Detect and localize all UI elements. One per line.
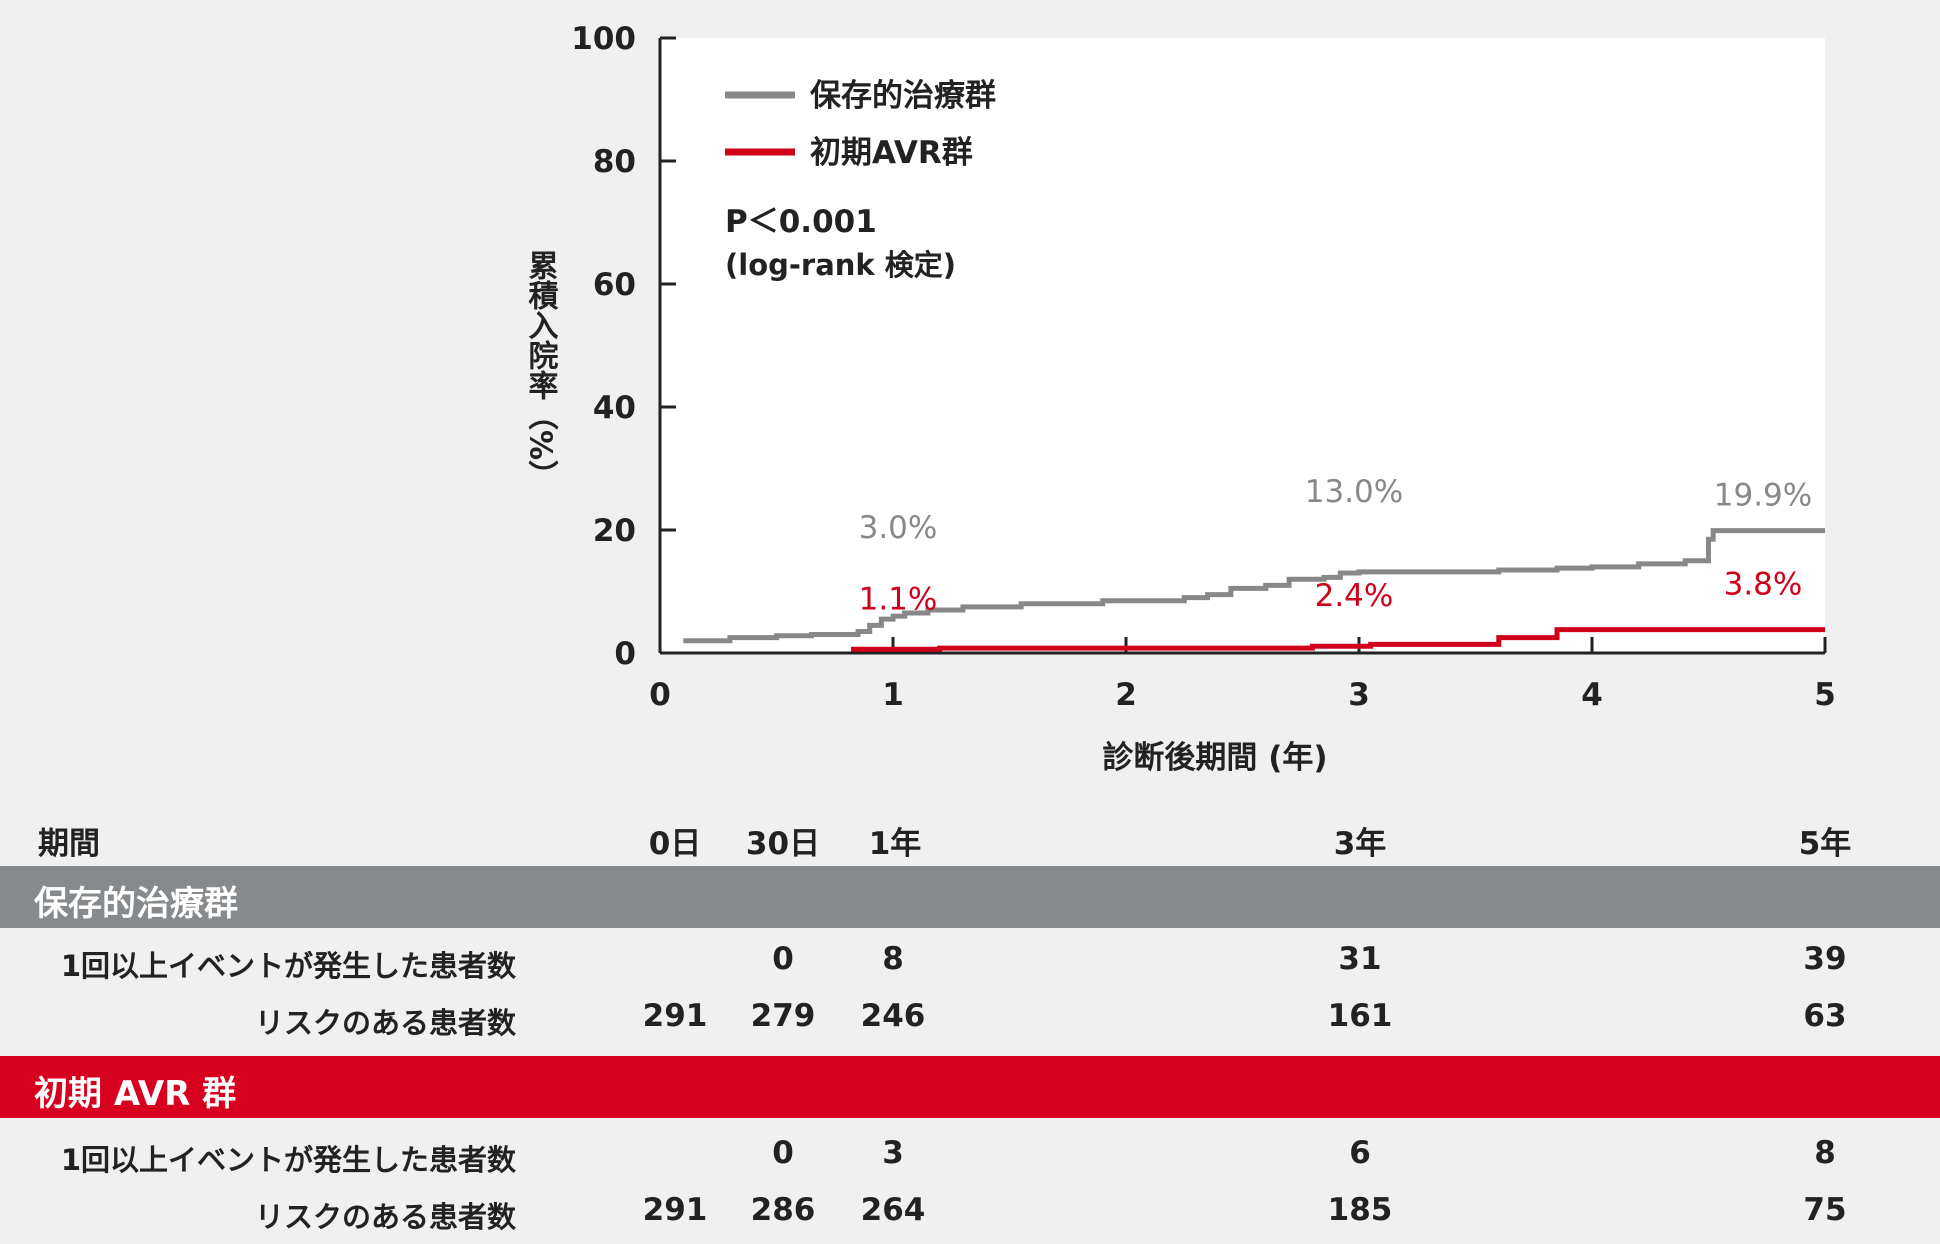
at-risk-early-avr-30d: 286 <box>750 1192 816 1228</box>
at-risk-early-avr-0d: 291 <box>642 1192 708 1228</box>
x-tick-label-3: 3 <box>1348 677 1370 713</box>
at-risk-conservative-5y: 63 <box>1803 998 1847 1034</box>
at-risk-conservative-3y: 161 <box>1327 998 1393 1034</box>
at-risk-early-avr-1y: 264 <box>860 1192 926 1228</box>
x-tick-label-4: 4 <box>1581 677 1603 713</box>
x-tick-label-2: 2 <box>1115 677 1137 713</box>
events-early-avr-3y: 6 <box>1349 1135 1371 1171</box>
events-label-conservative: 1回以上イベントが発生した患者数 <box>60 949 516 983</box>
timepoint-2: 1年 <box>868 826 922 862</box>
axes: 0 20 40 60 80 100 0 1 2 3 4 5 <box>571 21 1836 713</box>
events-conservative-5y: 39 <box>1803 941 1847 977</box>
series-0-label-0: 3.0% <box>859 510 938 546</box>
timepoint-4: 5年 <box>1798 826 1852 862</box>
timepoint-0: 0日 <box>648 826 702 862</box>
y-tick-label-40: 40 <box>593 390 636 426</box>
legend: 保存的治療群 初期AVR群 <box>725 78 996 171</box>
cumulative-hospitalization-chart: 0 20 40 60 80 100 0 1 2 3 4 5 3.0% 13.0% 19.9% 1.1% 2.4… <box>523 21 1836 776</box>
timepoint-3: 3年 <box>1333 826 1387 862</box>
plot-area <box>660 38 1825 653</box>
events-early-avr-1y: 3 <box>882 1135 904 1171</box>
at-risk-label-early-avr: リスクのある患者数 <box>254 1200 516 1234</box>
group-header-early-avr: 初期 AVR 群 <box>0 1056 1940 1118</box>
x-tick-label-5: 5 <box>1814 677 1836 713</box>
timepoint-1: 30日 <box>745 826 821 862</box>
group-name-conservative: 保存的治療群 <box>34 884 238 924</box>
series-line-0 <box>683 528 1825 644</box>
y-tick-label-0: 0 <box>614 636 636 672</box>
series-line-1 <box>851 627 1825 652</box>
at-risk-conservative-0d: 291 <box>642 998 708 1034</box>
legend-label-conservative: 保存的治療群 <box>810 78 996 114</box>
x-tick-label-0: 0 <box>649 677 671 713</box>
y-tick-label-80: 80 <box>593 144 636 180</box>
y-axis-label: 累積入院率（%） <box>523 250 559 490</box>
events-conservative-1y: 8 <box>882 941 904 977</box>
at-risk-conservative-30d: 279 <box>750 998 816 1034</box>
legend-label-early-avr: 初期AVR群 <box>810 135 973 171</box>
series-0-label-2: 19.9% <box>1714 478 1812 514</box>
series-1-label-0: 1.1% <box>859 581 938 617</box>
x-tick-label-1: 1 <box>882 677 904 713</box>
period-label: 期間 <box>38 826 100 862</box>
test-name-text: (log-rank 検定) <box>725 248 956 282</box>
group-header-conservative: 保存的治療群 <box>0 866 1940 928</box>
events-early-avr-5y: 8 <box>1814 1135 1836 1171</box>
series-0-label-1: 13.0% <box>1305 474 1403 510</box>
at-risk-early-avr-3y: 185 <box>1327 1192 1393 1228</box>
events-label-early-avr: 1回以上イベントが発生した患者数 <box>60 1143 516 1177</box>
at-risk-label-conservative: リスクのある患者数 <box>254 1006 516 1040</box>
risk-table: 期間 0日 30日 1年 3年 5年 保存的治療群 1回以上イベントが発生した患… <box>0 800 1940 1244</box>
events-conservative-3y: 31 <box>1338 941 1382 977</box>
y-tick-label-100: 100 <box>571 21 636 57</box>
events-early-avr-30d: 0 <box>772 1135 794 1171</box>
p-value-text: P＜0.001 <box>725 204 877 240</box>
group-name-early-avr: 初期 AVR 群 <box>34 1074 237 1114</box>
x-axis-label: 診断後期間 (年) <box>1102 740 1327 776</box>
series-1-label-2: 3.8% <box>1724 567 1803 603</box>
y-tick-label-60: 60 <box>593 267 636 303</box>
series-layer: 3.0% 13.0% 19.9% 1.1% 2.4% 3.8% <box>683 474 1825 652</box>
events-conservative-30d: 0 <box>772 941 794 977</box>
series-1-label-1: 2.4% <box>1315 578 1394 614</box>
at-risk-early-avr-5y: 75 <box>1803 1192 1847 1228</box>
y-tick-label-20: 20 <box>593 513 636 549</box>
at-risk-conservative-1y: 246 <box>860 998 926 1034</box>
